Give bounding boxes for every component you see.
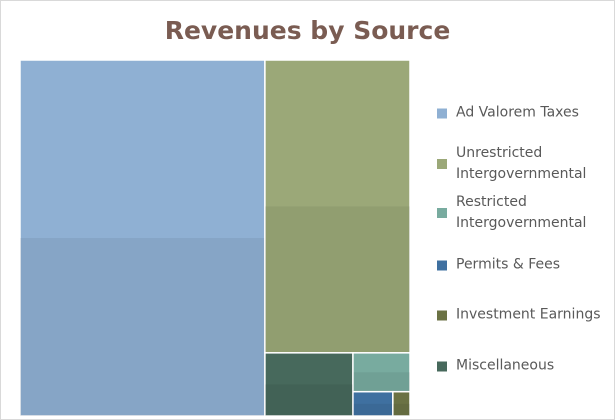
treemap-tile (264, 352, 354, 417)
treemap-tile (352, 390, 394, 417)
treemap-tile (264, 59, 411, 354)
legend-swatch (437, 361, 447, 371)
treemap-tile (392, 390, 411, 417)
legend-label: Miscellaneous (456, 357, 555, 374)
legend-label: Investment Earnings (456, 306, 601, 323)
legend-swatch (437, 310, 447, 320)
legend-swatch (437, 260, 447, 270)
legend-label: Restricted Intergovernmental (456, 194, 587, 231)
legend-label: Ad Valorem Taxes (456, 104, 579, 121)
treemap-tile (352, 352, 411, 393)
legend-label: Unrestricted Intergovernmental (456, 145, 587, 182)
legend-swatch (437, 108, 447, 118)
legend-item: Permits & Fees (437, 255, 606, 276)
treemap-tile (19, 59, 266, 417)
legend-swatch (437, 208, 447, 218)
legend-item: Investment Earnings (437, 305, 606, 326)
legend-item: Ad Valorem Taxes (437, 103, 606, 124)
legend-swatch (437, 159, 447, 169)
chart-title: Revenues by Source (164, 16, 451, 45)
legend-item: Restricted Intergovernmental (437, 192, 606, 234)
legend-item: Miscellaneous (437, 356, 606, 377)
legend: Ad Valorem Taxes Unrestricted Intergovern… (437, 0, 615, 420)
legend-item: Unrestricted Intergovernmental (437, 143, 606, 185)
legend-label: Permits & Fees (456, 256, 561, 273)
